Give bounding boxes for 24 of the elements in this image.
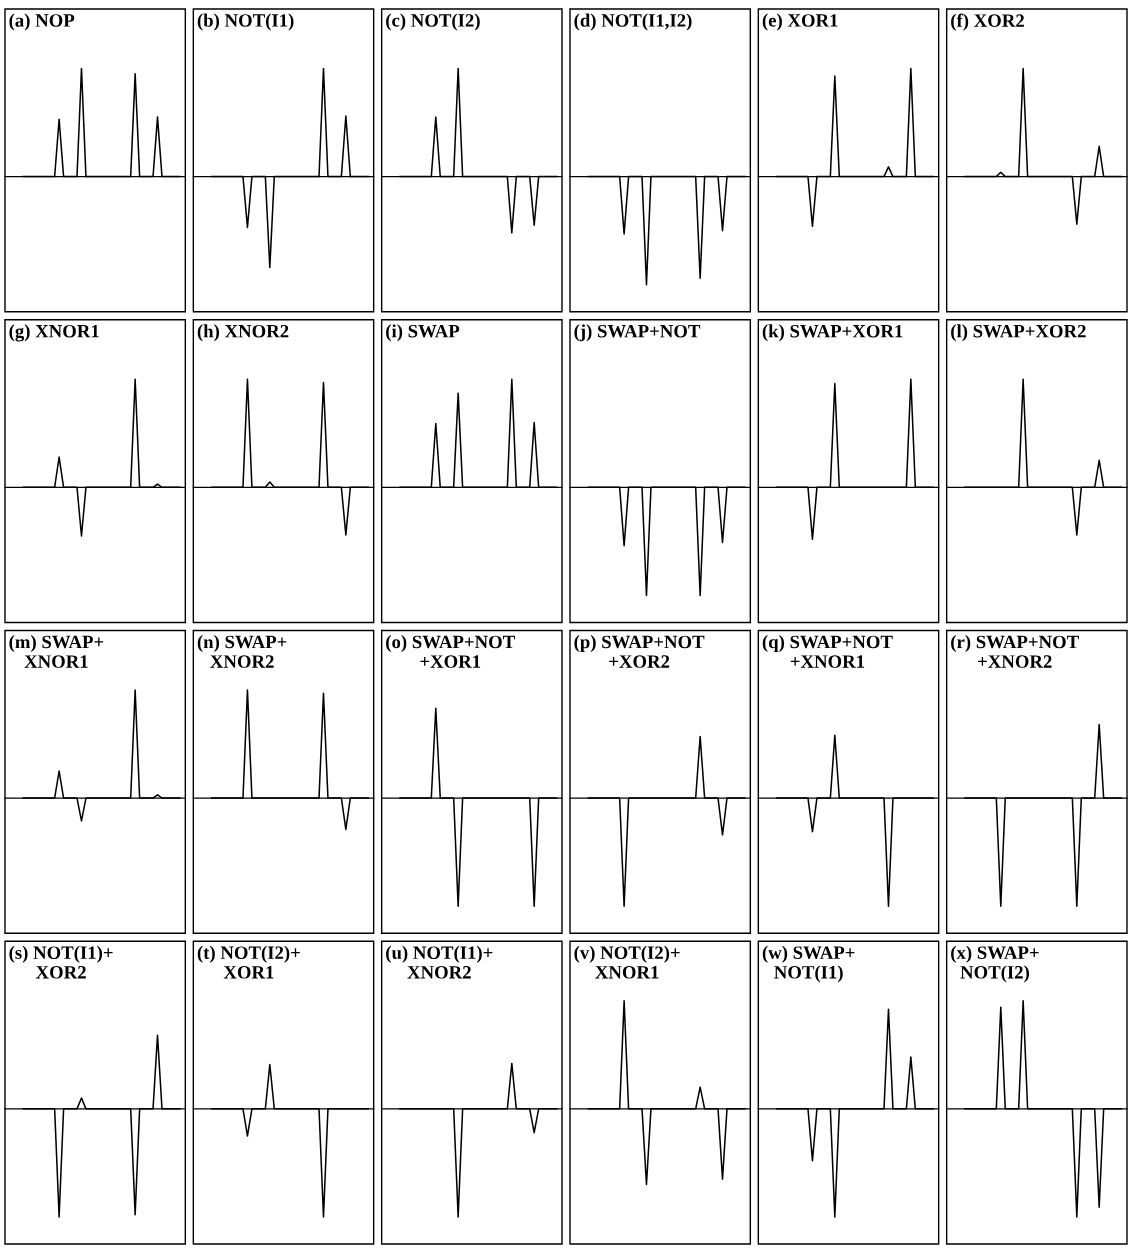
chart-title: (g) XNOR1 [9,324,99,342]
chart-title: (s) NOT(I1)+ XOR2 [9,945,113,979]
chart-title: (a) NOP [9,13,75,31]
chart-title: (j) SWAP+NOT [574,324,701,342]
chart-title: (c) NOT(I2) [386,13,480,31]
chart-title: (v) NOT(I2)+ XNOR1 [574,945,680,979]
chart-title: (f) XOR2 [951,13,1024,31]
chart-title: (u) NOT(I1)+ XNOR2 [386,945,493,979]
chart-title: (x) SWAP+ NOT(I2) [951,945,1039,983]
chart-title: (l) SWAP+XOR2 [951,324,1086,342]
chart-title: (n) SWAP+ XNOR2 [197,635,287,668]
chart-title: (b) NOT(I1) [197,13,294,31]
chart-title: (k) SWAP+XOR1 [762,324,903,342]
chart-title: (h) XNOR2 [197,324,289,342]
chart-title: (d) NOT(I1,I2) [574,13,692,31]
chart-title: (m) SWAP+ XNOR1 [9,635,104,668]
chart-title: (p) SWAP+NOT +XOR2 [574,635,705,668]
chart-title: (w) SWAP+ NOT(I1) [762,945,855,983]
chart-title: (e) XOR1 [762,13,838,31]
chart-title: (q) SWAP+NOT +XNOR1 [762,635,893,668]
chart-title: (r) SWAP+NOT +XNOR2 [951,635,1079,668]
chart-title: (i) SWAP [386,324,460,342]
chart-title: (t) NOT(I2)+ XOR1 [197,945,300,979]
chart-title: (o) SWAP+NOT +XOR1 [386,635,515,668]
